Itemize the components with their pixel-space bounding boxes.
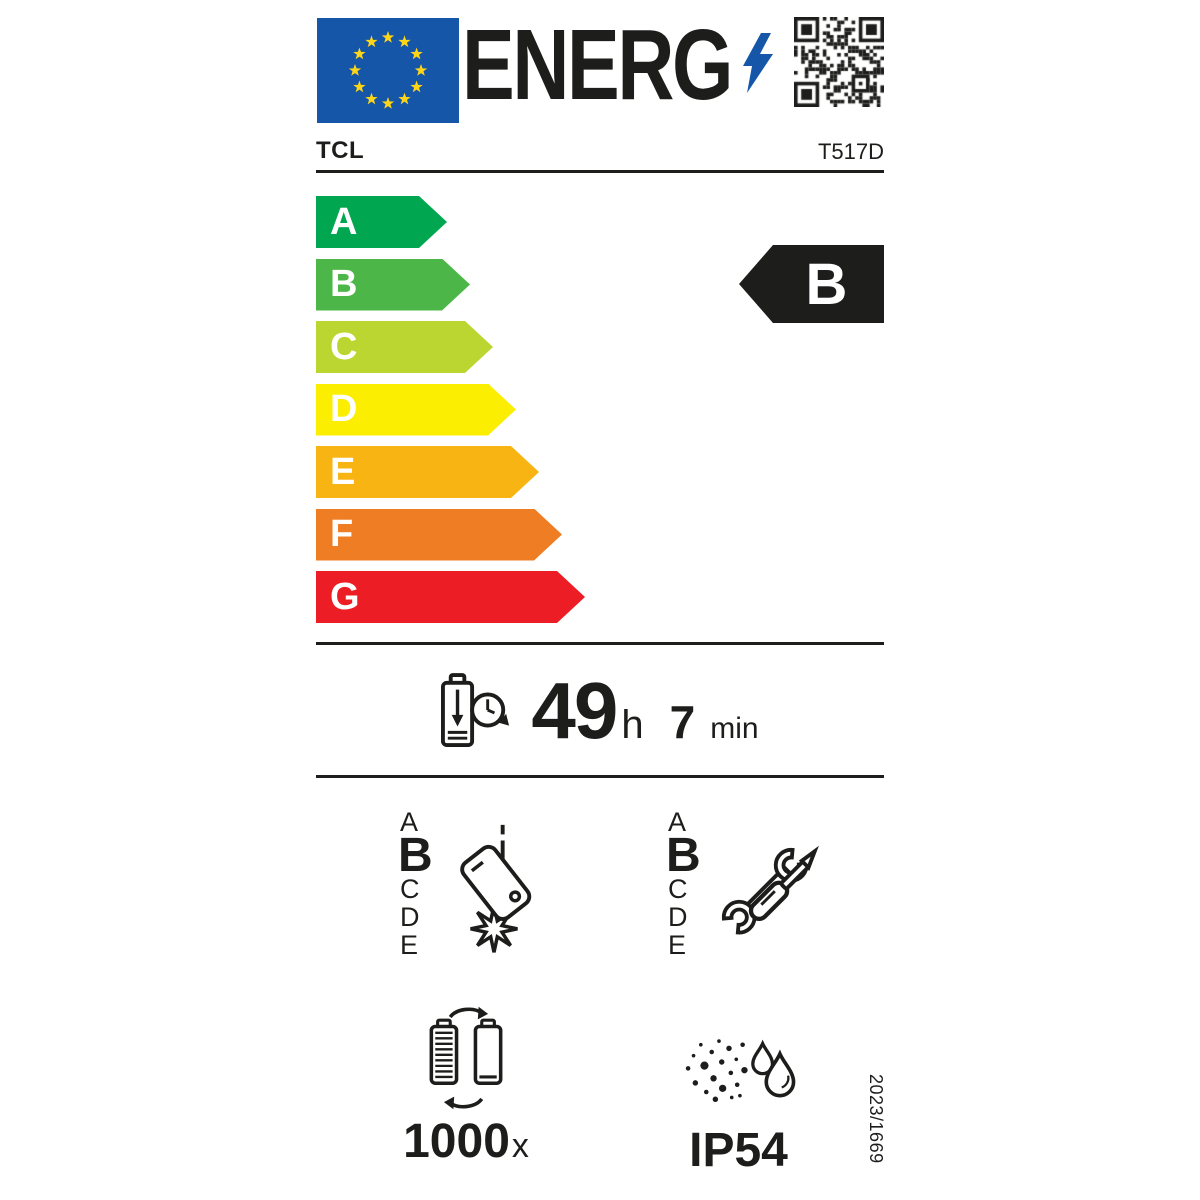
class-letter: A [330,200,358,243]
ingress-protection-icon [685,1039,795,1102]
endurance-minutes: 7 [669,696,696,748]
class-letter: E [330,450,356,493]
class-letter: F [330,513,354,555]
model-number: T517D [817,139,884,164]
energy-label: ENERG TCL T517D A B C D E F G B [316,0,886,1178]
class-letter: G [330,575,360,618]
drop-class-scale: A B C D E [398,807,436,960]
eu-flag [317,18,459,123]
ip-rating-caption: IP54 [689,1123,788,1178]
repair-class-selected: B [666,829,701,882]
efficiency-scale: A B C D E F G B [316,196,884,623]
class-arrow-b: B [316,259,470,311]
endurance-hours: 49 [531,666,618,755]
battery-cycles-block: 1000 x [316,1006,616,1178]
repair-class-e: E [668,930,687,960]
class-letter: C [330,325,358,368]
drop-class-a: A [400,807,419,837]
class-ratings-row: A B C D E A B C D [316,808,884,960]
class-arrow-c: C [316,321,493,373]
battery-endurance-icon [441,673,510,747]
repair-class-a: A [668,807,687,837]
drop-class-selected: B [398,829,433,882]
repairability-block: A B C D E [666,807,824,960]
energ-logo-text: ENERG [462,9,733,121]
ip-rating-value: IP54 [689,1124,788,1177]
battery-cycles-icon [429,1006,503,1110]
drop-resistance-icon [460,824,532,953]
selected-class-letter: B [805,251,848,317]
class-arrow-g: G [316,571,585,623]
divider [316,642,884,645]
battery-cycles-caption: 1000 x [403,1114,529,1169]
brand-name: TCL [316,137,365,164]
drop-class-c: C [400,874,420,904]
label-header: ENERG [316,9,884,123]
brand-row: TCL T517D [316,137,884,173]
repair-class-scale: A B C D E [666,807,704,960]
drop-class-e: E [400,930,419,960]
repairability-icon [721,845,819,935]
repair-class-d: D [668,902,688,932]
battery-cycles-value: 1000 [403,1115,510,1168]
lightning-bolt-icon [743,33,773,93]
endurance-hours-unit: h [621,703,644,747]
class-letter: D [330,388,358,430]
class-arrow-e: E [316,446,539,498]
battery-endurance-row: 49 h 7 min [316,666,884,755]
battery-cycles-unit: x [511,1127,529,1165]
divider [316,775,884,778]
class-letter: B [330,263,358,305]
drop-resistance-block: A B C D E [398,807,538,960]
class-arrow-d: D [316,384,516,436]
selected-class-arrow: B [739,245,884,323]
ip-rating-block: IP54 [616,1006,861,1178]
class-arrow-f: F [316,509,562,561]
drop-class-d: D [400,902,420,932]
endurance-minutes-unit: min [710,712,759,745]
bottom-features-row: 1000 x [316,1006,884,1178]
class-arrow-a: A [316,196,447,248]
endurance-value: 49 h 7 min [531,665,758,757]
regulation-number: 2023/1669 [866,1074,886,1164]
repair-class-c: C [668,874,688,904]
qr-code [794,17,884,107]
